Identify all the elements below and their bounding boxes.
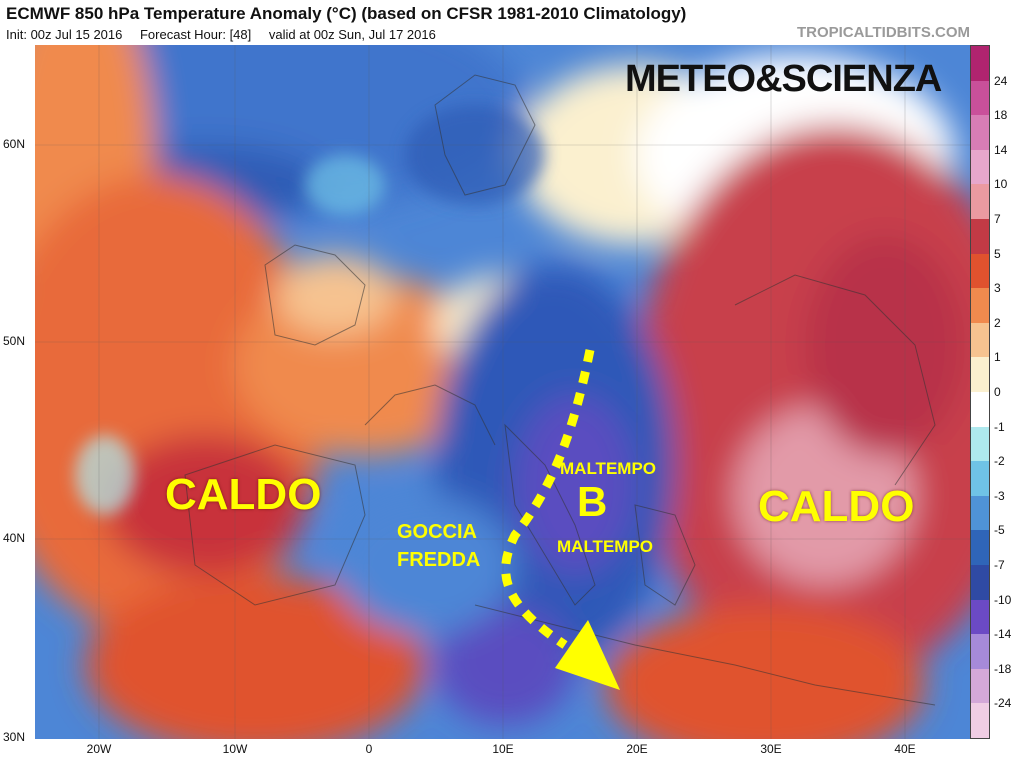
lon-label-20e: 20E [626,742,648,756]
colorbar-segment [971,288,989,324]
lon-label-10e: 10E [492,742,514,756]
colorbar-level-label: -3 [994,488,1005,503]
fredda-line: FREDDA [397,549,481,571]
colorbar-level-label: 5 [994,246,1001,261]
colorbar-level-label: -7 [994,558,1005,572]
track-arrow-head [555,620,620,690]
low-pressure-marker: B [577,478,608,525]
cold-drop-track [501,349,595,649]
colorbar-segment [971,495,989,531]
colorbar-segment [971,461,989,497]
colorbar-segment [971,668,989,704]
colorbar-level-label: 2 [994,315,1001,330]
lat-label-60n: 60N [3,137,26,151]
lat-label-30n: 30N [3,730,26,744]
maltempo-top-label: MALTEMPO [560,459,657,478]
colorbar-level-label: 0 [994,385,1001,399]
colorbar-level-label: -2 [994,454,1005,469]
colorbar-level-label: 10 [994,177,1008,192]
colorbar-segment [971,149,989,185]
caldo-east-label: CALDO [758,482,915,531]
goccia-line: GOCCIA [397,521,477,543]
anomaly-map [35,45,970,739]
lon-label-10w: 10W [222,742,248,756]
colorbar-segment [971,219,989,255]
colorbar-segment [971,46,989,82]
colorbar-segment [971,392,989,428]
colorbar-level-label: -24 [994,696,1012,711]
colorbar-level-label: -18 [994,661,1012,676]
brand-link[interactable]: TROPICALTIDBITS.COM [796,24,970,41]
colorbar-segment [971,703,989,739]
colorbar-level-label: -10 [994,592,1012,607]
colorbar-level-label: 1 [994,350,1001,365]
colorbar-segment [971,115,989,151]
maltempo-bottom-label: MALTEMPO [557,537,654,556]
goccia-fredda-label: GOCCIA FREDDA [397,518,480,574]
colorbar-segment [971,530,989,566]
colorbar-segment [971,357,989,393]
lon-label-0: 0 [365,742,373,756]
colorbar-segment [971,426,989,462]
colorbar-level-label: 18 [994,108,1008,123]
forecast-hour: Forecast Hour: [48] [139,27,252,42]
colorbar-level-label: -1 [994,419,1005,434]
map-subtitle: Init: 00z Jul 15 2016 Forecast Hour: [48… [6,27,450,42]
colorbar-segment [971,253,989,289]
coastlines [184,74,936,706]
colorbar-segment [971,80,989,116]
anomaly-field [35,45,970,739]
lon-label-30e: 30E [760,742,782,756]
anomaly-map-graphic [35,45,970,739]
lat-label-50n: 50N [3,334,26,348]
colorbar-level-label: -14 [994,627,1012,642]
meteo-scienza-watermark: METEO&SCIENZA [625,58,942,100]
colorbar-level-label: -5 [994,523,1005,538]
caldo-west-label: CALDO [165,470,322,519]
lat-label-40n: 40N [3,531,26,545]
colorbar-segment [971,184,989,220]
valid-time: valid at 00z Sun, Jul 17 2016 [268,27,436,42]
lon-label-40e: 40E [894,742,916,756]
colorbar [970,45,990,739]
colorbar-segment [971,599,989,635]
colorbar-segment [971,565,989,601]
colorbar-level-label: 7 [994,212,1001,226]
init-time: Init: 00z Jul 15 2016 [6,27,123,42]
colorbar-segment [971,322,989,358]
lon-label-20w: 20W [86,742,112,756]
colorbar-level-label: 14 [994,142,1008,157]
map-title: ECMWF 850 hPa Temperature Anomaly (°C) (… [6,4,687,23]
colorbar-segment [971,634,989,670]
colorbar-level-label: 24 [994,73,1008,88]
colorbar-level-label: 3 [994,281,1001,296]
